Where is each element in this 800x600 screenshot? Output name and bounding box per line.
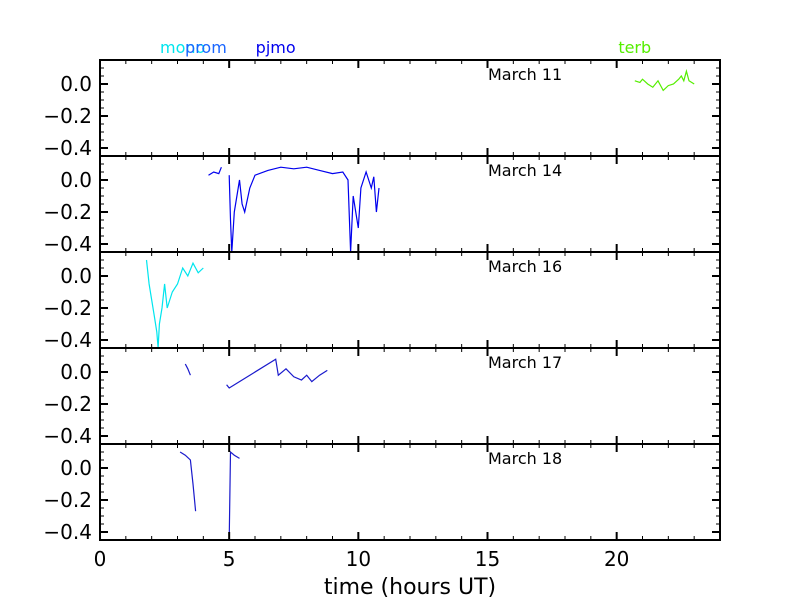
x-tick-label: 0 [94, 547, 107, 571]
y-tick-label: −0.2 [43, 200, 92, 224]
y-tick-label: 0.0 [60, 456, 92, 480]
series-line [228, 166, 380, 252]
panel: 0.0 −0.2 −0.4 March 18 [43, 443, 721, 544]
x-tick-label: 10 [346, 547, 371, 571]
y-tick-label: −0.2 [43, 392, 92, 416]
x-tick-label: 5 [223, 547, 236, 571]
panel: 0.0 −0.2 −0.4 March 16 [43, 251, 721, 352]
y-tick-label: −0.4 [43, 424, 92, 448]
panel-frame [99, 155, 721, 253]
x-tick-label: 20 [604, 547, 629, 571]
y-tick-label: −0.4 [43, 136, 92, 160]
site-label: mono [160, 38, 205, 57]
series-line [228, 450, 240, 540]
y-tick-label: −0.2 [43, 104, 92, 128]
series-line [634, 68, 695, 92]
panel-frame [99, 59, 721, 157]
panel-label: March 17 [488, 353, 562, 372]
y-tick-label: 0.0 [60, 360, 92, 384]
panel: 0.0 −0.2 −0.4 March 17 [43, 347, 721, 448]
panel-label: March 11 [488, 65, 562, 84]
site-label: pjmo [256, 38, 296, 57]
y-tick-label: 0.0 [60, 168, 92, 192]
x-tick-label: 15 [475, 547, 500, 571]
panel-label: March 14 [488, 161, 562, 180]
series-line [226, 358, 328, 389]
y-tick-label: 0.0 [60, 264, 92, 288]
panel-label: March 18 [488, 449, 562, 468]
y-tick-label: −0.2 [43, 488, 92, 512]
panel: 0.0 −0.2 −0.4 March 14 [43, 155, 721, 256]
site-label: prom [185, 38, 227, 57]
panel: 0.0 −0.2 −0.4 March 11 [43, 59, 721, 160]
series-line [179, 451, 197, 512]
series-line [145, 259, 204, 348]
panel-label: March 16 [488, 257, 562, 276]
site-label: terb [618, 38, 651, 57]
y-tick-label: −0.4 [43, 520, 92, 544]
panel-frame [99, 251, 721, 349]
x-axis-title: time (hours UT) [324, 575, 496, 600]
y-tick-label: 0.0 [60, 72, 92, 96]
y-tick-label: −0.2 [43, 296, 92, 320]
series-line [208, 166, 222, 176]
y-tick-label: −0.4 [43, 328, 92, 352]
y-tick-label: −0.4 [43, 232, 92, 256]
panel-frame [99, 443, 721, 541]
series-line [184, 363, 191, 376]
panel-frame [99, 347, 721, 445]
